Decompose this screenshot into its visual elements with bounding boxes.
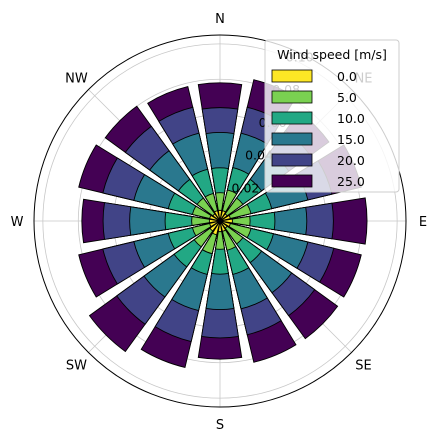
legend-swatch — [271, 111, 313, 125]
bar-0.0-ENE — [219, 214, 231, 222]
legend-entry-label: 5.0 — [337, 90, 357, 105]
direction-label-NW: NW — [65, 71, 88, 86]
bar-0.0-SSW — [211, 220, 221, 236]
legend-entry-label: 25.0 — [337, 174, 365, 189]
legend-swatch — [271, 69, 313, 83]
legend-entry-label: 15.0 — [337, 132, 365, 147]
bar-5.0-E — [219, 215, 251, 227]
direction-label-S: S — [216, 418, 224, 433]
legend: Wind speed [m/s] 0.0 5.0 10.0 15.0 20.0 25.0 — [264, 39, 400, 193]
bar-0.0-E — [219, 218, 233, 224]
bar-5.0-N — [215, 192, 225, 222]
bar-0.0-NNW — [213, 210, 221, 222]
legend-swatch — [271, 153, 313, 167]
legend-swatch — [271, 132, 313, 146]
bar-5.0-W — [191, 216, 221, 226]
radial-tick-label: 0.02 — [232, 180, 260, 195]
bar-0.0-NE — [219, 213, 228, 222]
legend-entry-label: 20.0 — [337, 153, 365, 168]
direction-label-E: E — [419, 215, 427, 230]
bar-0.0-SW — [209, 220, 221, 232]
legend-swatch — [271, 90, 313, 104]
direction-label-SE: SE — [355, 359, 371, 374]
bar-5.0-S — [215, 220, 225, 250]
bar-0.0-S — [217, 220, 223, 233]
bar-0.0-W — [208, 218, 221, 224]
bar-0.0-NW — [212, 213, 221, 222]
bar-0.0-SSE — [219, 220, 227, 232]
legend-entry-label: 10.0 — [337, 111, 365, 126]
legend-title: Wind speed [m/s] — [277, 47, 387, 62]
direction-label-SW: SW — [66, 359, 87, 374]
bar-0.0-N — [217, 209, 223, 222]
windrose-bars — [78, 79, 368, 368]
legend-entries: 0.0 5.0 10.0 15.0 20.0 25.0 — [271, 69, 365, 189]
polar-frame — [33, 34, 407, 408]
direction-label-N: N — [215, 12, 225, 27]
legend-swatch — [271, 174, 313, 188]
bar-0.0-SE — [219, 220, 228, 229]
bar-0.0-WSW — [209, 220, 221, 228]
direction-label-W: W — [11, 215, 24, 230]
legend-entry-label: 0.0 — [337, 69, 357, 84]
